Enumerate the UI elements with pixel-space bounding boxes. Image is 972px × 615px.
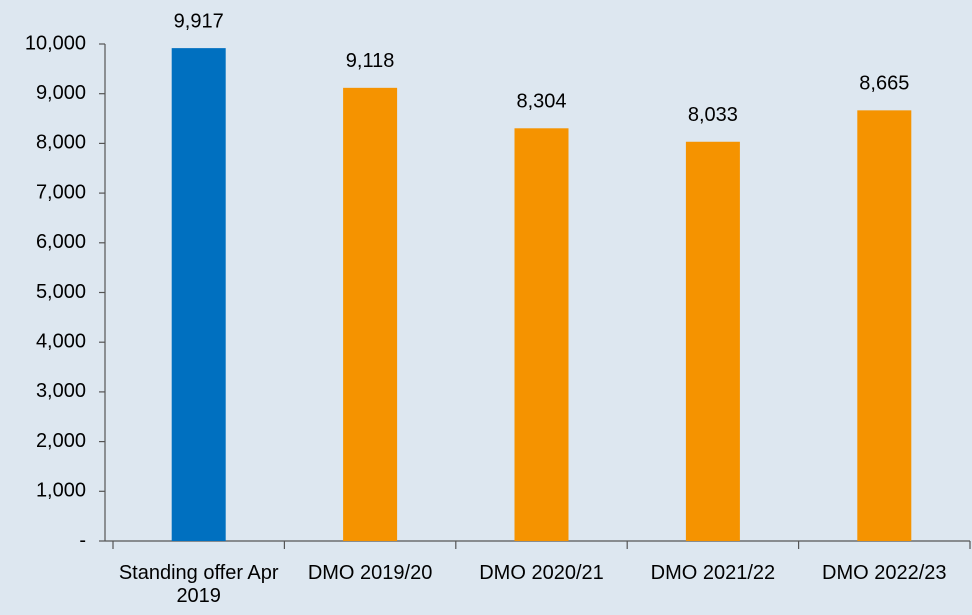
y-tick-label: 9,000 bbox=[36, 82, 86, 104]
y-tick-label: 7,000 bbox=[36, 181, 86, 203]
x-tick-label: DMO 2019/20 bbox=[307, 562, 433, 584]
y-tick-label: 8,000 bbox=[36, 132, 86, 154]
bar bbox=[171, 48, 226, 542]
y-tick-label: 10,000 bbox=[25, 32, 86, 54]
bar bbox=[685, 141, 740, 542]
y-tick-label: 6,000 bbox=[36, 231, 86, 253]
data-label: 8,665 bbox=[859, 73, 909, 95]
x-tick-label: DMO 2022/23 bbox=[822, 562, 947, 584]
y-tick-label: 4,000 bbox=[36, 330, 86, 352]
x-tick-label: Standing offer Apr 2019 bbox=[118, 562, 279, 607]
y-tick-label: - bbox=[79, 529, 86, 551]
y-tick-label: 3,000 bbox=[36, 380, 86, 402]
data-label: 8,304 bbox=[516, 91, 566, 113]
x-tick-label: DMO 2020/21 bbox=[479, 562, 604, 584]
bar bbox=[343, 87, 398, 542]
data-label: 9,917 bbox=[174, 10, 224, 32]
bar bbox=[857, 110, 912, 542]
bar bbox=[514, 128, 569, 541]
x-tick-label: DMO 2021/22 bbox=[650, 562, 776, 584]
y-tick-label: 2,000 bbox=[36, 430, 86, 452]
y-tick-label: 5,000 bbox=[36, 281, 86, 303]
data-label: 8,033 bbox=[688, 104, 738, 126]
data-label: 9,118 bbox=[346, 50, 395, 72]
y-tick-label: 1,000 bbox=[36, 480, 86, 502]
